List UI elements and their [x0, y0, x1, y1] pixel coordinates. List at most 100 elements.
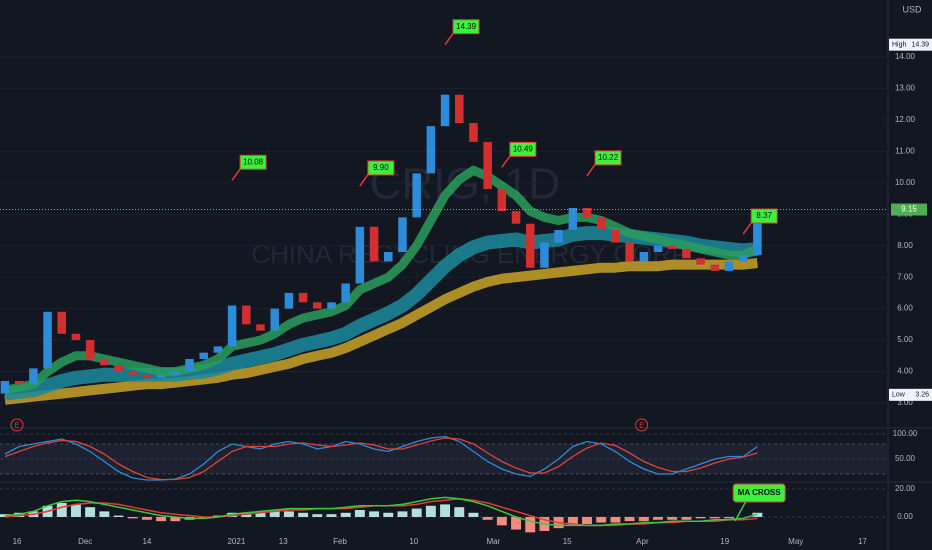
candle-body: [29, 368, 38, 385]
y-tick-label: 3.00: [897, 398, 913, 407]
candle-body: [171, 371, 180, 375]
histogram-bar: [454, 507, 465, 517]
candle-body: [497, 189, 507, 212]
candle-body: [384, 252, 393, 262]
histogram-bar: [496, 516, 507, 526]
histogram-bar: [269, 511, 280, 517]
candle-body: [327, 302, 336, 309]
y-tick-label: 8.00: [897, 241, 913, 250]
event-marker: [10, 418, 24, 432]
candle-body: [667, 245, 677, 249]
candle-body: [682, 248, 691, 259]
watermark: CRIG, 1D: [370, 160, 561, 209]
candle-body: [738, 255, 748, 262]
y-tick-label: 5.00: [897, 335, 913, 344]
candle-body: [43, 311, 52, 369]
x-tick-label: 17: [858, 537, 867, 546]
event-marker: [635, 418, 649, 432]
histogram-bar: [440, 504, 451, 517]
histogram-bar: [525, 516, 536, 533]
annotation-box: [594, 150, 622, 166]
histogram-bar: [482, 516, 493, 520]
candle-body: [71, 333, 81, 341]
candle-body: [313, 302, 322, 309]
candle-body: [653, 245, 663, 252]
histogram-bar: [638, 516, 649, 522]
histogram-bar: [326, 514, 337, 517]
candle-body: [0, 380, 10, 394]
y-tick-label: 13.00: [895, 84, 916, 93]
candle-body: [469, 123, 478, 142]
y-tick-label: 0.00: [897, 512, 913, 521]
histogram-bar: [56, 502, 67, 517]
candle-body: [568, 207, 578, 230]
histogram-bar: [141, 516, 152, 520]
candle-body: [625, 242, 634, 262]
histogram-bar: [255, 512, 266, 517]
candle-body: [199, 352, 208, 359]
candle-body: [525, 223, 535, 268]
macd-line: [4, 496, 758, 527]
annotation-box: [452, 19, 480, 35]
candle-body: [710, 264, 720, 271]
x-tick-label: 14: [142, 537, 151, 546]
histogram-bar: [0, 514, 10, 517]
candle-body: [511, 211, 521, 224]
candle-body: [611, 229, 620, 243]
histogram-bar: [724, 516, 734, 519]
event-label: E: [15, 422, 20, 429]
x-tick-label: 10: [409, 537, 418, 546]
annotation-box: [732, 483, 786, 503]
histogram-bar: [567, 516, 578, 526]
high-label: 14.39: [911, 42, 929, 49]
candle-body: [724, 261, 734, 271]
last-price-label: 9.15: [901, 205, 917, 214]
candle-body: [540, 242, 549, 268]
unit: USD: [902, 4, 922, 14]
candle-body: [398, 217, 407, 252]
annotation-box: [750, 208, 778, 224]
candle-body: [582, 207, 592, 218]
histogram-bar: [511, 516, 522, 530]
candle-body: [57, 311, 67, 334]
histogram-bar: [681, 516, 692, 520]
candle-body: [114, 365, 123, 372]
histogram-bar: [397, 511, 408, 517]
histogram-bar: [653, 516, 663, 520]
histogram-bar: [468, 512, 479, 517]
high-box: [889, 38, 932, 51]
x-tick-label: Feb: [333, 537, 347, 546]
annotation-label: 10.22: [598, 153, 619, 162]
candle-body: [412, 173, 421, 218]
y-tick-label: 11.00: [895, 146, 915, 155]
event-label: E: [639, 422, 644, 429]
y-tick-label: 4.00: [897, 367, 913, 376]
histogram-bar: [582, 516, 592, 524]
x-tick-label: 13: [279, 537, 288, 546]
candle-body: [639, 252, 649, 262]
y-tick-label: 20.00: [895, 484, 916, 493]
candle-body: [185, 358, 194, 372]
histogram-bar: [127, 516, 138, 519]
histogram-bar: [354, 509, 365, 517]
candle-body: [696, 258, 705, 265]
candle-body: [483, 141, 492, 190]
candle-body: [142, 374, 152, 378]
low-label: 3.26: [915, 392, 929, 399]
annotation-label: 9.90: [373, 163, 389, 172]
candle-body: [554, 229, 563, 243]
histogram-bar: [340, 512, 351, 517]
histogram-bar: [283, 511, 294, 517]
candle-body: [85, 340, 95, 359]
candle-body: [355, 226, 365, 284]
candle-body: [298, 292, 308, 303]
candle-body: [369, 226, 379, 262]
candle-body: [455, 94, 464, 124]
last-price-box: [891, 203, 927, 216]
oscillator-line: [4, 437, 758, 481]
histogram-bar: [312, 514, 323, 517]
candle-body: [256, 324, 265, 331]
candle-body: [242, 305, 251, 325]
histogram-bar: [425, 505, 436, 517]
histogram-bar: [156, 516, 167, 522]
